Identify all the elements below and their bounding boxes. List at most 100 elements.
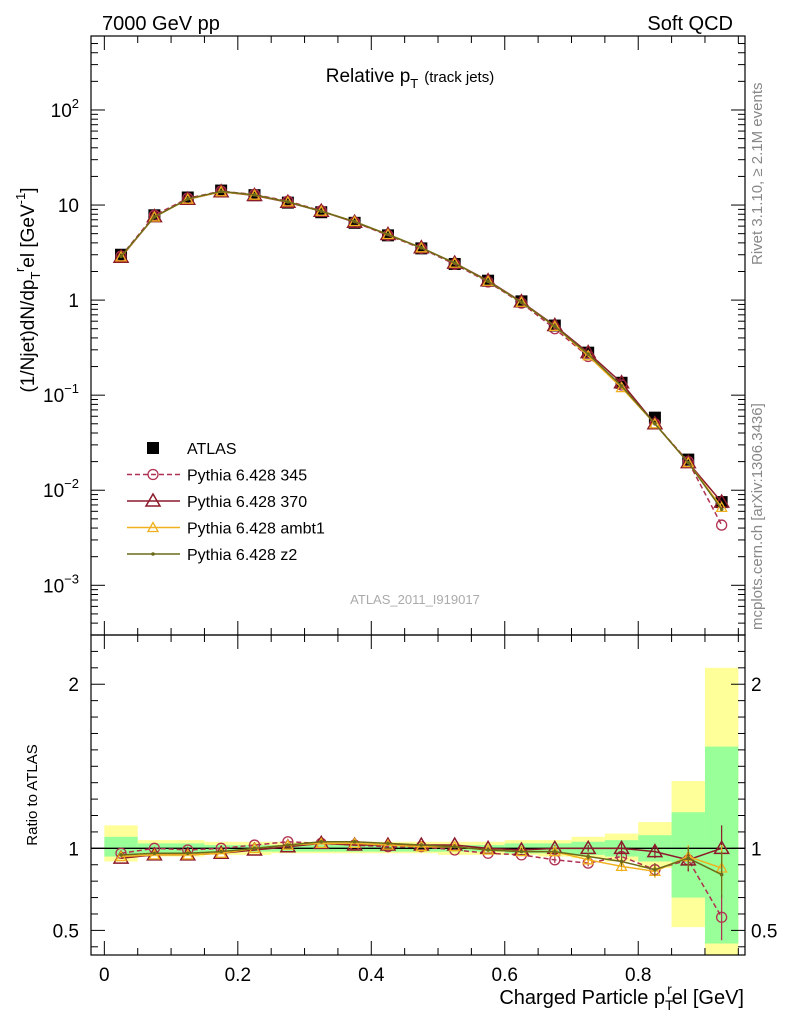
main-data-point (386, 232, 390, 237)
main-data-point (619, 384, 624, 388)
main-series-2 (112, 183, 730, 508)
ratio-ytick-label-right: 2 (751, 675, 762, 696)
ratio-data-point (415, 840, 428, 852)
main-ylabel: (1/Njet)dN/dpTrel [GeV-1] (12, 187, 43, 392)
ratio-data-point (586, 854, 590, 859)
main-ytick-label: 10−3 (43, 571, 79, 597)
main-ylabel-suffix: el [GeV (18, 204, 39, 268)
main-data-point (252, 193, 257, 197)
legend-label: ATLAS (187, 441, 237, 458)
main-data-point (219, 189, 223, 194)
ratio-plot: 0.5 0.5 1 1 2 2 0 0.2 0.4 0.6 0.8 (53, 634, 777, 986)
main-data-point (114, 250, 128, 262)
ratio-data-point (215, 846, 228, 858)
main-series-3 (114, 185, 728, 513)
main-ytick-label: 102 (51, 96, 79, 122)
main-ytick-label: 10 (58, 196, 79, 217)
main-data-point (582, 349, 595, 361)
ratio-ytick-label-right: 1 (751, 839, 762, 860)
main-data-point (112, 248, 130, 264)
main-data-point (452, 261, 457, 265)
main-data-point (646, 415, 664, 430)
ratio-data-point (381, 838, 395, 850)
ratio-data-point (352, 839, 357, 844)
ratio-ytick-label-left: 0.5 (53, 921, 79, 942)
ratio-data-point (185, 851, 190, 856)
legend-marker (147, 442, 159, 454)
legend-marker (147, 468, 159, 481)
main-ylabel-close: ] (18, 187, 39, 192)
main-data-point (185, 197, 190, 201)
xlabel-text: Charged Particle p (499, 987, 665, 1009)
analysis-watermark: ATLAS_2011_I919017 (350, 592, 480, 607)
ratio-data-point (715, 911, 728, 923)
main-data-point (519, 300, 524, 305)
main-data-point (515, 295, 528, 307)
ratio-data-point (719, 872, 724, 877)
legend-label: Pythia 6.428 370 (187, 494, 307, 511)
legend-label: Pythia 6.428 ambt1 (187, 521, 325, 538)
main-data-point (481, 274, 495, 286)
ratio-xtick-label: 0.6 (492, 965, 518, 986)
ratio-xtick-label: 0.8 (625, 965, 651, 986)
main-title-suffix: (track jets) (424, 69, 494, 86)
main-data-point (419, 245, 424, 250)
main-plot: 10−3 10−2 10−1 1 10 102 (43, 35, 746, 636)
ratio-data-point (315, 837, 328, 849)
legend: ATLAS Pythia 6.428 345 Pythia 6.428 370 Pyt… (127, 441, 325, 564)
ratio-data-point (252, 846, 257, 851)
ratio-data-point (152, 851, 157, 856)
header-right: Soft QCD (647, 13, 733, 35)
ratio-data-point (452, 844, 457, 849)
main-series-4 (119, 189, 724, 512)
ratio-data-point (486, 848, 490, 852)
main-data-point (548, 319, 561, 331)
main-ytick-label: 1 (68, 291, 79, 312)
ratio-data-point (319, 839, 324, 844)
legend-entry: ATLAS (147, 441, 237, 458)
ratio-ytick-label-left: 1 (68, 839, 79, 860)
main-series-0 (115, 184, 728, 509)
legend-marker (146, 521, 160, 533)
ratio-data-point (419, 843, 424, 847)
legend-label: Pythia 6.428 z2 (187, 547, 297, 564)
main-ytick-label: 10−1 (43, 381, 79, 407)
ratio-data-point (615, 860, 628, 872)
ratio-data-point (386, 841, 390, 846)
header-left: 7000 GeV pp (102, 13, 220, 35)
main-title: Relative pT (track jets) (326, 66, 494, 91)
legend-marker (144, 492, 162, 507)
main-title-text: Relative p (326, 66, 411, 87)
main-data-point (615, 381, 628, 393)
ratio-data-point (286, 843, 290, 847)
ratio-frame (90, 634, 746, 956)
main-data-point (715, 519, 728, 531)
ratio-data-point (114, 850, 128, 862)
main-data-point (653, 421, 657, 426)
ratio-data-point (519, 849, 524, 854)
main-data-point (682, 456, 695, 468)
ratio-ytick-label-right: 0.5 (751, 921, 777, 942)
legend-label: Pythia 6.428 345 (187, 468, 307, 485)
main-data-point (586, 352, 590, 356)
rivet-label: Rivet 3.1.10, ≥ 2.1M events (749, 83, 766, 266)
ratio-xtick-label: 0.4 (358, 965, 385, 986)
legend-entry: Pythia 6.428 370 (127, 492, 307, 511)
ratio-data-point (115, 847, 127, 859)
ratio-ylabel: Ratio to ATLAS (24, 744, 41, 845)
ratio-data-point (686, 856, 691, 860)
main-data-point (152, 215, 157, 219)
ratio-data-point (582, 853, 595, 865)
main-data-point (486, 279, 490, 284)
ratio-data-point (646, 843, 664, 858)
main-ylabel-sub: T (28, 272, 43, 280)
main-data-point (319, 209, 324, 214)
legend-marker (151, 552, 155, 556)
main-data-point (719, 507, 724, 512)
main-series-line (120, 190, 723, 510)
main-data-point (352, 219, 357, 224)
main-ylabel-text: (1/Njet)dN/dp (18, 280, 39, 393)
main-title-sub: T (410, 76, 418, 91)
legend-entry: Pythia 6.428 345 (127, 468, 307, 485)
